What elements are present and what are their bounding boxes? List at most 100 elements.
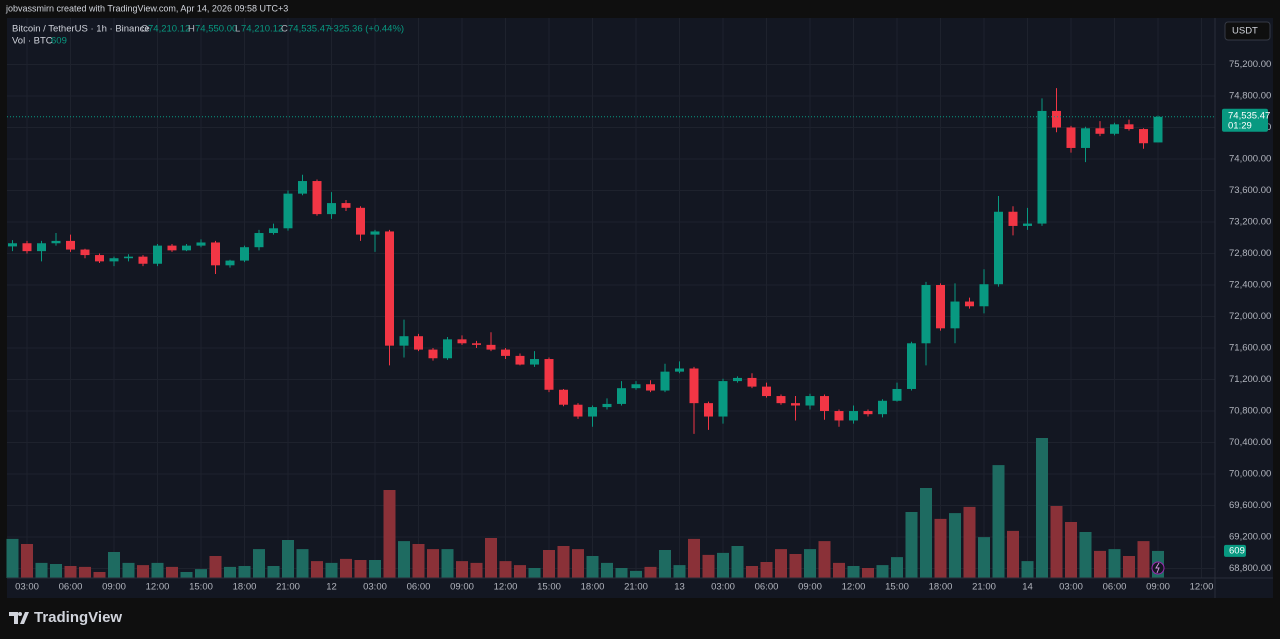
candle-body bbox=[385, 231, 394, 346]
volume-bar bbox=[514, 565, 526, 578]
logo[interactable]: TradingView bbox=[9, 609, 122, 626]
volume-bar bbox=[731, 546, 744, 578]
candle-body bbox=[544, 359, 554, 390]
candle-body bbox=[399, 336, 409, 346]
x-tick-label: 18:00 bbox=[581, 582, 605, 593]
currency-box[interactable] bbox=[1224, 21, 1271, 41]
candle-body bbox=[747, 377, 757, 387]
volume-bar bbox=[876, 565, 889, 578]
volume-bar bbox=[122, 562, 135, 578]
candle-body bbox=[907, 343, 916, 389]
candle-body bbox=[356, 207, 365, 235]
candle-body bbox=[602, 403, 612, 408]
x-tick-label: 12:00 bbox=[146, 582, 170, 593]
volume-bar bbox=[615, 568, 628, 578]
y-tick-label: 74,800.00 bbox=[1229, 90, 1271, 101]
ohlc-key: O bbox=[141, 24, 148, 35]
candle-body bbox=[269, 228, 278, 234]
x-tick-label: 15:00 bbox=[885, 582, 909, 593]
volume-bar bbox=[1021, 561, 1034, 578]
volume-bar bbox=[64, 566, 77, 578]
chart-panel bbox=[7, 18, 1273, 598]
volume-bar bbox=[847, 566, 860, 578]
grid bbox=[7, 18, 1215, 578]
candle-body bbox=[486, 344, 496, 350]
candle-body bbox=[588, 407, 597, 417]
candle-body bbox=[834, 411, 844, 421]
volume-bar bbox=[296, 549, 309, 578]
volume-bar bbox=[1079, 532, 1092, 578]
candle-body bbox=[22, 243, 32, 252]
candle-body bbox=[631, 384, 641, 389]
last-price-box bbox=[1222, 108, 1268, 132]
volume-bar bbox=[108, 552, 120, 578]
x-tick-label: 13 bbox=[674, 582, 685, 593]
volume-bar bbox=[180, 572, 193, 578]
volume-bar bbox=[702, 554, 715, 578]
candle-body bbox=[704, 403, 713, 417]
candle-body bbox=[979, 284, 989, 307]
ohlc-value: 74,550.00 bbox=[195, 24, 237, 35]
candle-body bbox=[501, 349, 510, 356]
x-tick-label: 21:00 bbox=[624, 582, 648, 593]
candle-body bbox=[878, 400, 887, 415]
volume-bar bbox=[1137, 541, 1150, 578]
change: +325.36 (+0.44%) bbox=[328, 24, 404, 35]
candle-body bbox=[936, 285, 945, 329]
x-tick-label: 12:00 bbox=[494, 582, 518, 593]
candle-body bbox=[515, 355, 525, 365]
candle-body bbox=[820, 396, 829, 412]
volume-bar bbox=[1065, 522, 1077, 578]
candle-body bbox=[1153, 116, 1163, 143]
volume-bar bbox=[412, 544, 425, 578]
candle-body bbox=[124, 256, 133, 259]
candle-body bbox=[95, 255, 104, 262]
x-tick-label: 09:00 bbox=[450, 582, 474, 593]
volume-bar bbox=[354, 560, 367, 578]
candle-body bbox=[1110, 124, 1119, 134]
volume-bar bbox=[673, 565, 686, 578]
x-tick-label: 14 bbox=[1022, 582, 1033, 593]
ohlc-value: 74,210.12 bbox=[148, 24, 190, 35]
volume-bar bbox=[325, 562, 338, 578]
volume-bar bbox=[717, 552, 729, 578]
volume-bar bbox=[833, 562, 845, 578]
candle-body bbox=[530, 359, 539, 365]
candle-body bbox=[1037, 110, 1047, 224]
volume-bar bbox=[137, 565, 149, 578]
x-tick-label: 06:00 bbox=[59, 582, 83, 593]
volume-label-box bbox=[1224, 544, 1246, 557]
currency[interactable]: USDT bbox=[1232, 26, 1258, 37]
volume-bar bbox=[1108, 549, 1121, 578]
volume-bar bbox=[601, 562, 613, 578]
candle-body bbox=[182, 245, 191, 251]
volume-bar bbox=[644, 566, 657, 578]
volume-bar bbox=[166, 566, 178, 578]
candle-body bbox=[1095, 128, 1105, 134]
y-tick-label: 72,800.00 bbox=[1229, 248, 1271, 259]
volume-bar bbox=[818, 541, 831, 578]
candle-body bbox=[573, 404, 583, 417]
volume-bar bbox=[282, 540, 294, 578]
volume-bar bbox=[630, 570, 642, 578]
marks bbox=[6, 88, 1164, 578]
ohlc-key: C bbox=[281, 24, 288, 35]
y-tick-label: 68,800.00 bbox=[1229, 563, 1271, 574]
y-tick-label: 71,200.00 bbox=[1229, 374, 1271, 385]
y-tick-label: 72,400.00 bbox=[1229, 280, 1271, 291]
candle-body bbox=[428, 349, 438, 359]
y-tick-label: 73,600.00 bbox=[1229, 185, 1271, 196]
x-tick-label: 12:00 bbox=[1190, 582, 1214, 593]
logo-dot bbox=[18, 612, 22, 616]
candle-body bbox=[254, 233, 264, 248]
credit: jobvassmirn created with TradingView.com… bbox=[5, 3, 288, 13]
candle-body bbox=[457, 339, 467, 344]
candle-body bbox=[414, 336, 423, 350]
candle-body bbox=[805, 396, 815, 406]
x-tick-label: 18:00 bbox=[233, 582, 257, 593]
candle-body bbox=[863, 411, 873, 415]
event-icon-bolt bbox=[1155, 562, 1160, 574]
volume-bar bbox=[238, 566, 251, 578]
volume-bar bbox=[760, 562, 773, 578]
candle-body bbox=[1008, 211, 1018, 226]
